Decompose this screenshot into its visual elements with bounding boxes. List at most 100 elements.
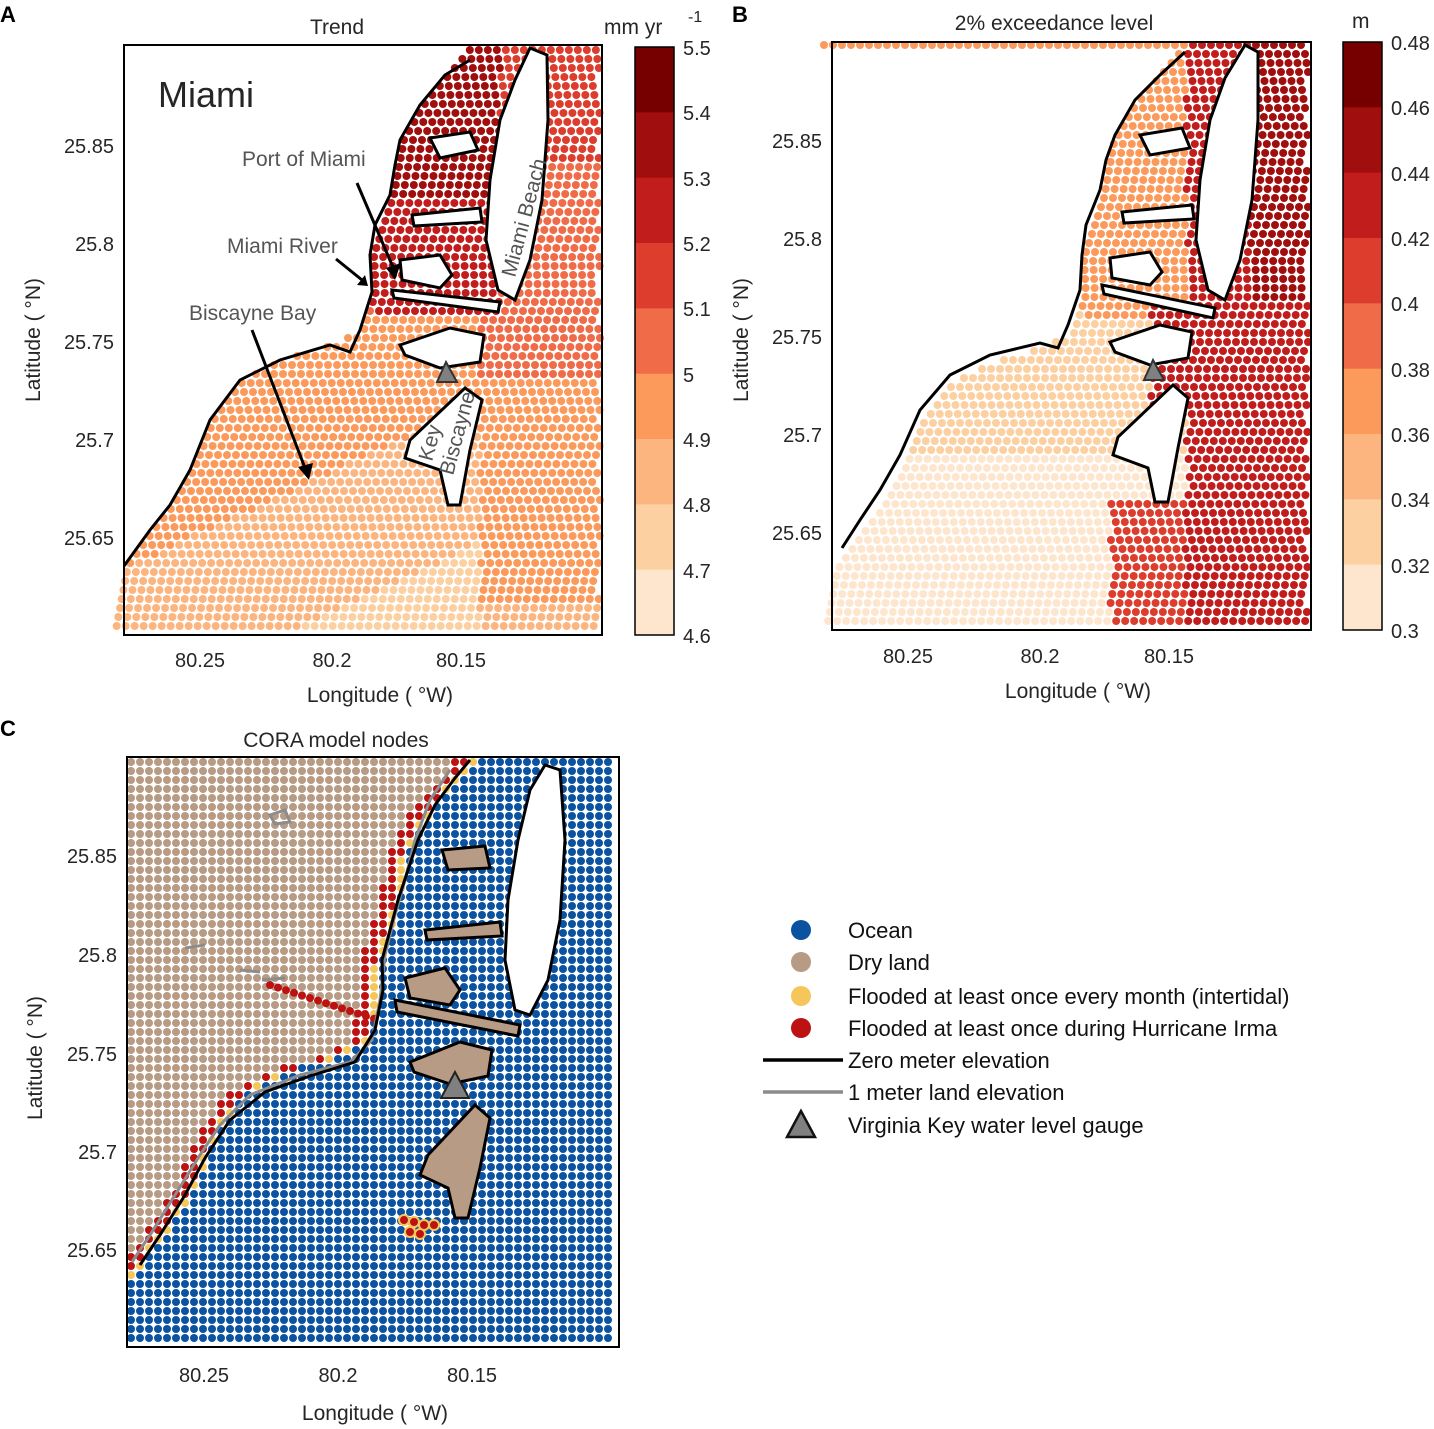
exceedance-node [1221, 473, 1230, 481]
trend-node [164, 586, 173, 594]
exceedance-node [1241, 338, 1249, 346]
exceedance-node [942, 401, 951, 409]
model-node [415, 758, 423, 766]
trend-node [578, 280, 587, 288]
exceedance-node [1202, 491, 1211, 499]
trend-node [568, 532, 577, 540]
model-node [208, 785, 216, 793]
exceedance-node [1004, 617, 1013, 625]
exceedance-node [1228, 392, 1237, 400]
trend-node [243, 559, 252, 567]
trend-node [557, 424, 566, 432]
exceedance-node [1112, 239, 1120, 247]
trend-node [429, 307, 437, 315]
exceedance-node [1100, 419, 1108, 427]
trend-node [458, 604, 467, 612]
panel-b-key-biscayne [1111, 382, 1190, 504]
trend-node [271, 442, 280, 450]
exceedance-node [1081, 320, 1090, 328]
model-node [460, 803, 468, 811]
exceedance-node [1090, 275, 1099, 283]
model-node [487, 785, 495, 793]
trend-node [405, 199, 414, 207]
exceedance-node [1222, 428, 1231, 436]
exceedance-node [1163, 581, 1172, 589]
exceedance-node [1185, 59, 1194, 67]
exceedance-node [1205, 599, 1214, 607]
exceedance-node [1251, 266, 1260, 274]
exceedance-node [1086, 365, 1094, 373]
trend-node [568, 109, 577, 117]
exceedance-node [1297, 293, 1306, 301]
exceedance-node [1232, 536, 1241, 544]
exceedance-node [1095, 473, 1104, 481]
trend-node [340, 487, 348, 495]
model-node [235, 794, 243, 802]
exceedance-node [1124, 536, 1133, 544]
trend-node [481, 505, 490, 513]
trend-node [451, 253, 460, 261]
trend-node [557, 298, 566, 306]
trend-node [516, 415, 525, 423]
trend-node [274, 577, 283, 585]
trend-node [465, 550, 474, 558]
trend-node [270, 559, 279, 567]
exceedance-node [1230, 365, 1238, 373]
exceedance-node [1180, 482, 1189, 490]
trend-node [505, 406, 514, 414]
trend-node [425, 145, 434, 153]
model-node [514, 803, 522, 811]
trend-node [255, 478, 264, 486]
trend-node [578, 289, 587, 297]
trend-node [306, 559, 315, 567]
trend-node [294, 388, 302, 396]
exceedance-node [1217, 464, 1225, 472]
trend-node [370, 532, 379, 540]
trend-node [144, 559, 153, 567]
trend-node [398, 145, 407, 153]
exceedance-node [1219, 554, 1228, 562]
exceedance-node [1263, 437, 1272, 445]
trend-node [409, 505, 418, 513]
exceedance-node [1260, 446, 1269, 454]
exceedance-node [1259, 599, 1268, 607]
exceedance-node [1293, 167, 1302, 175]
trend-node [219, 460, 228, 468]
trend-node [464, 118, 473, 126]
trend-node [329, 352, 338, 360]
trend-node [205, 487, 213, 495]
trend-node [258, 613, 267, 621]
trend-node [474, 550, 483, 558]
exceedance-node [1172, 581, 1181, 589]
exceedance-node [1241, 329, 1249, 337]
trend-node [576, 370, 584, 378]
exceedance-node [870, 527, 879, 535]
trend-node [265, 541, 274, 549]
exceedance-node [902, 581, 911, 589]
exceedance-node [1087, 302, 1096, 310]
trend-node [540, 595, 549, 603]
exceedance-node [1014, 608, 1023, 616]
trend-node [469, 109, 478, 117]
trend-node [307, 496, 316, 504]
trend-node [421, 487, 429, 495]
trend-node [478, 442, 487, 450]
trend-node [474, 235, 483, 243]
exceedance-node [1225, 482, 1234, 490]
trend-node [328, 577, 337, 585]
exceedance-node [1187, 599, 1196, 607]
exceedance-node [1283, 212, 1291, 220]
trend-node [393, 307, 401, 315]
trend-node [485, 397, 494, 405]
exceedance-node [947, 581, 956, 589]
exceedance-node [1210, 572, 1219, 580]
exceedance-node [1037, 419, 1045, 427]
exceedance-node [1239, 473, 1248, 481]
trend-node [310, 505, 319, 513]
trend-node [481, 136, 489, 144]
trend-node [509, 568, 518, 576]
exceedance-node [1000, 482, 1009, 490]
trend-node [255, 379, 264, 387]
exceedance-node [987, 401, 996, 409]
model-node [469, 758, 477, 766]
